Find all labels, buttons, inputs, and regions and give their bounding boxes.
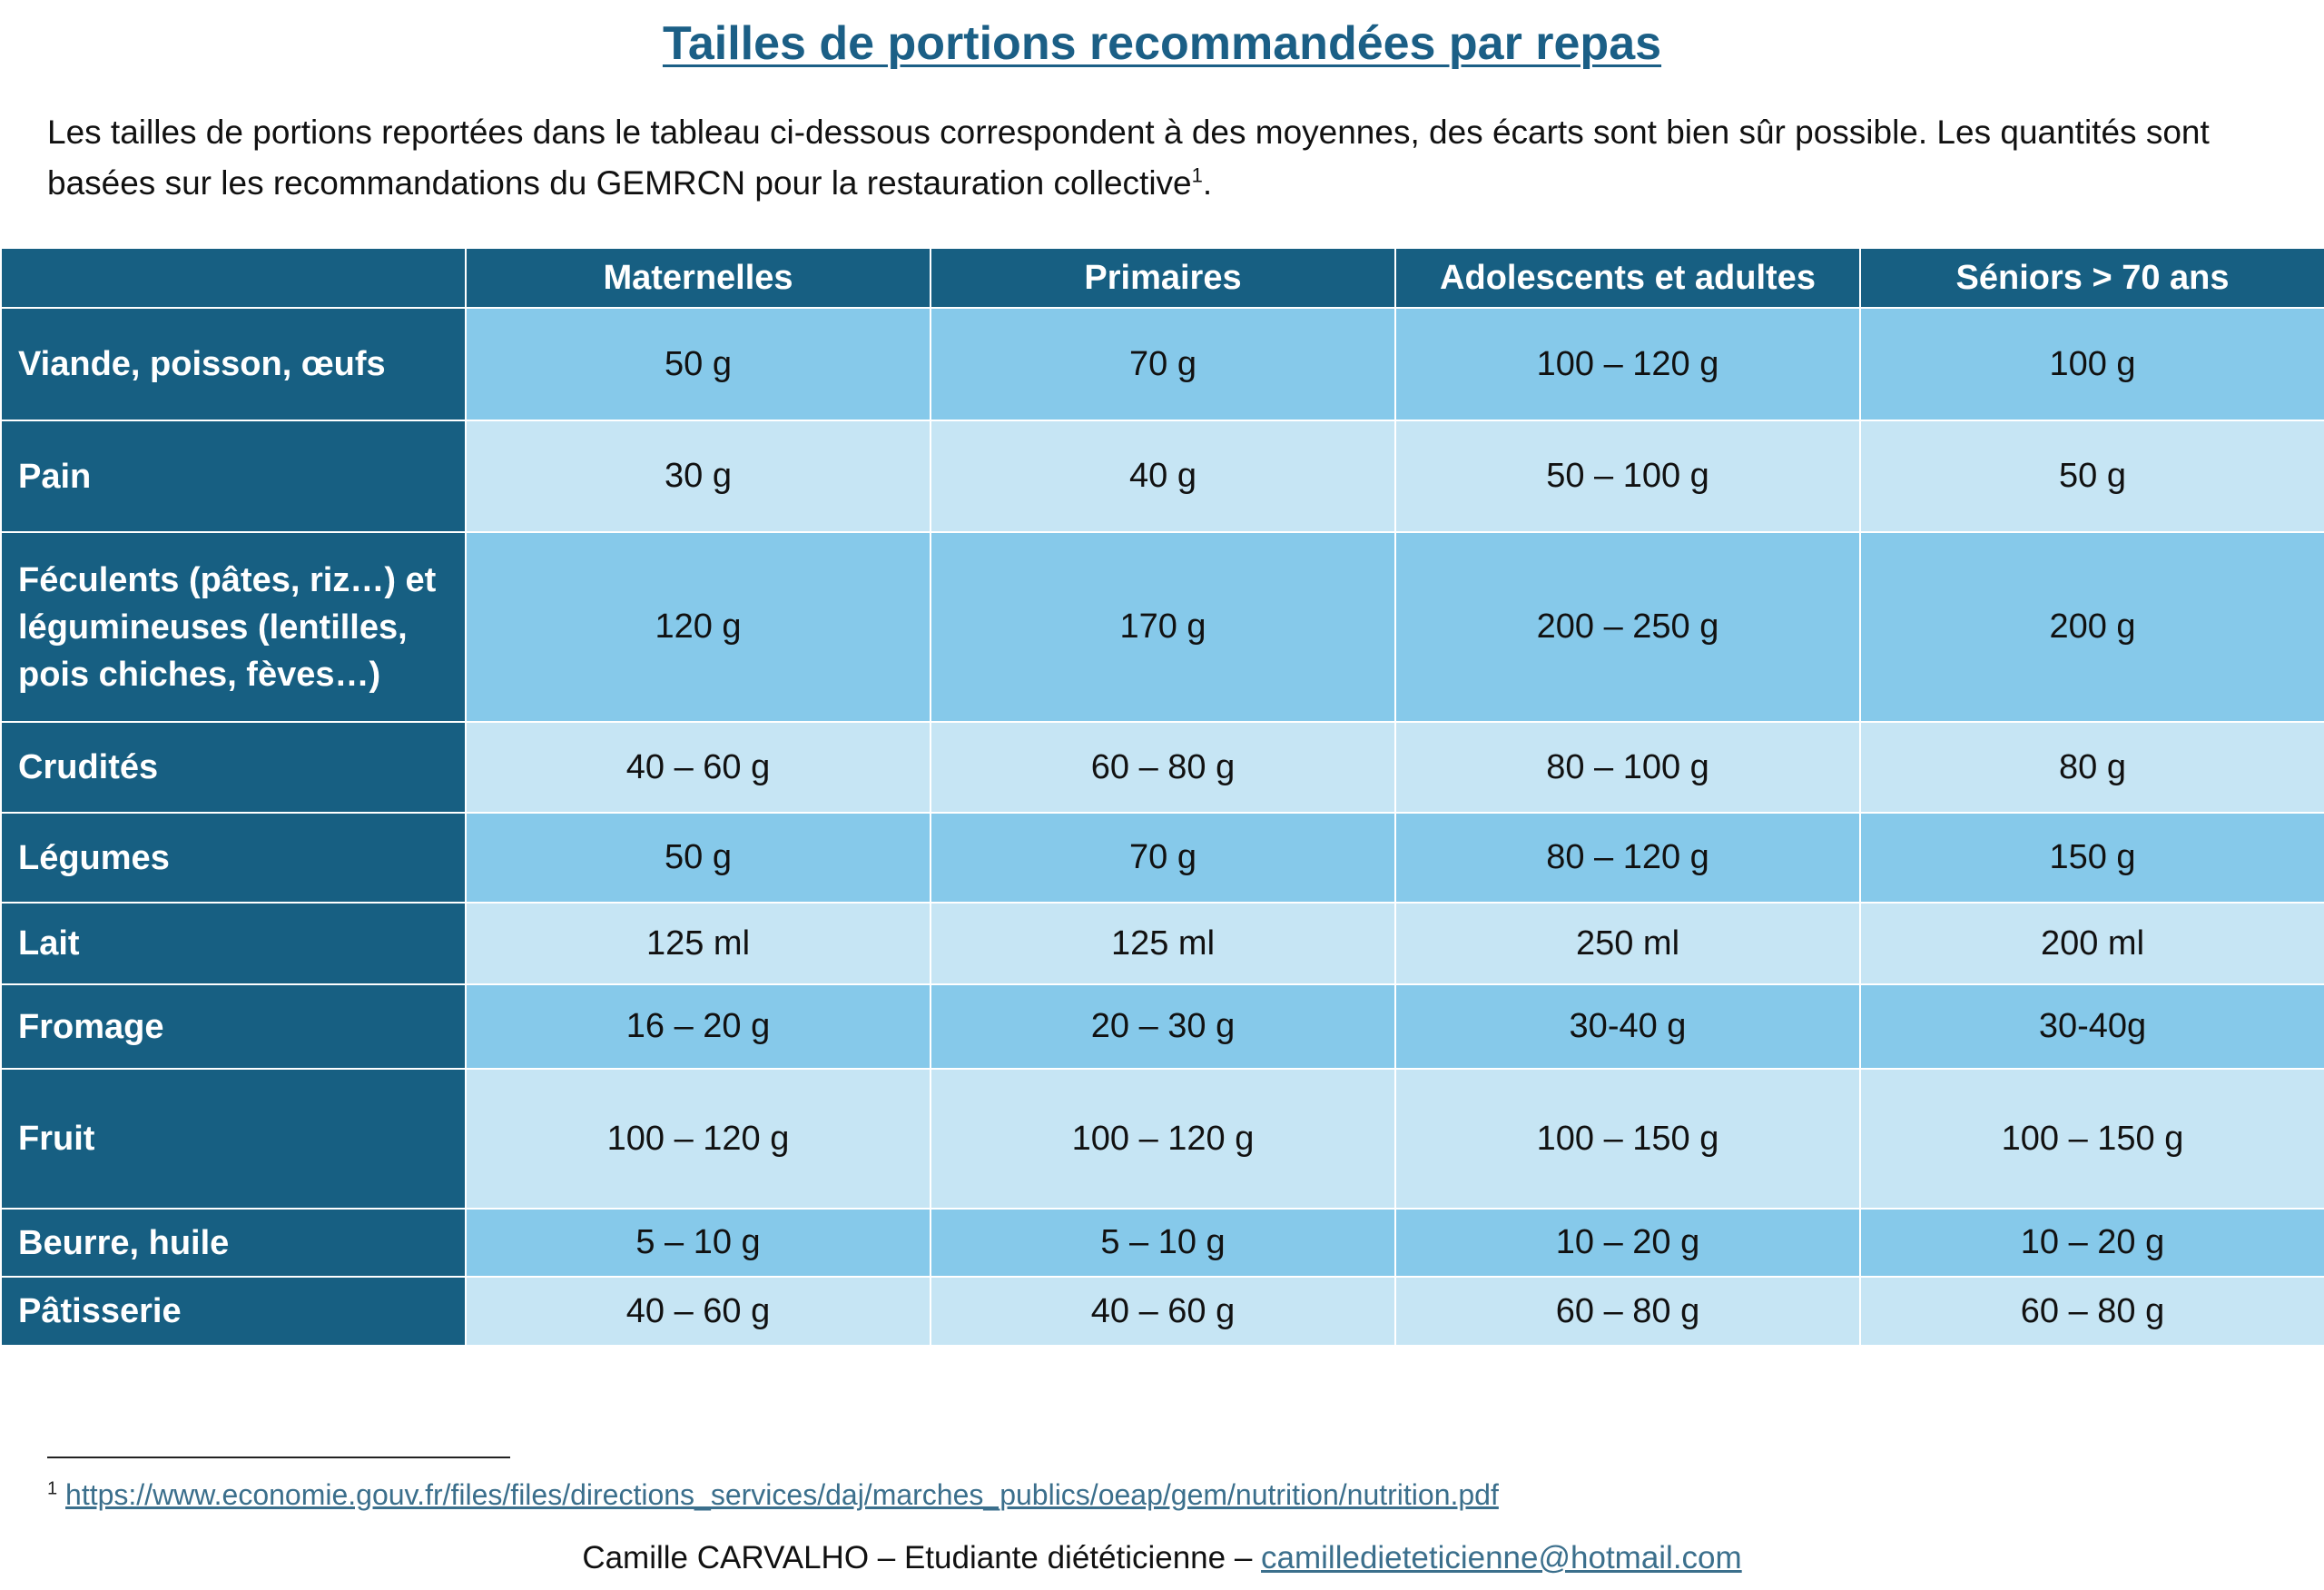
row-label: Crudités <box>0 721 467 814</box>
table-cell: 70 g <box>930 812 1396 904</box>
table-cell: 170 g <box>930 531 1396 723</box>
table-row: Lait 125 ml 125 ml 250 ml 200 ml <box>0 902 2324 985</box>
table-cell: 70 g <box>930 307 1396 421</box>
table-row: Fromage 16 – 20 g 20 – 30 g 30-40 g 30-4… <box>0 983 2324 1070</box>
row-label: Lait <box>0 902 467 985</box>
table-row: Fruit 100 – 120 g 100 – 120 g 100 – 150 … <box>0 1068 2324 1210</box>
table-row: Pain 30 g 40 g 50 – 100 g 50 g <box>0 420 2324 533</box>
table-cell: 30 g <box>465 420 931 533</box>
table-cell: 50 – 100 g <box>1394 420 1861 533</box>
table-cell: 200 ml <box>1859 902 2324 985</box>
table-cell: 100 – 150 g <box>1859 1068 2324 1210</box>
header-maternelles: Maternelles <box>465 247 931 309</box>
table-row: Crudités 40 – 60 g 60 – 80 g 80 – 100 g … <box>0 721 2324 814</box>
row-label: Légumes <box>0 812 467 904</box>
header-empty <box>0 247 467 309</box>
table-cell: 100 – 120 g <box>1394 307 1861 421</box>
row-label: Beurre, huile <box>0 1208 467 1278</box>
table-row: Beurre, huile 5 – 10 g 5 – 10 g 10 – 20 … <box>0 1208 2324 1278</box>
row-label: Pain <box>0 420 467 533</box>
footnote: 1 https://www.economie.gouv.fr/files/fil… <box>47 1478 1499 1512</box>
table-row: Féculents (pâtes, riz…) et légumineuses … <box>0 531 2324 723</box>
row-label: Féculents (pâtes, riz…) et légumineuses … <box>0 531 467 723</box>
table-cell: 200 – 250 g <box>1394 531 1861 723</box>
page-title: Tailles de portions recommandées par rep… <box>662 17 1662 70</box>
portion-table: Maternelles Primaires Adolescents et adu… <box>0 247 2324 1347</box>
author-line: Camille CARVALHO – Etudiante diététicien… <box>0 1540 2324 1576</box>
table-cell: 40 – 60 g <box>465 721 931 814</box>
table-cell: 120 g <box>465 531 931 723</box>
table-cell: 50 g <box>465 307 931 421</box>
author-text: Camille CARVALHO – Etudiante diététicien… <box>582 1540 1262 1575</box>
table-cell: 40 – 60 g <box>465 1276 931 1347</box>
footnote-reference[interactable]: 1 <box>1191 163 1203 187</box>
table-cell: 10 – 20 g <box>1394 1208 1861 1278</box>
table-cell: 100 – 120 g <box>930 1068 1396 1210</box>
footnote-divider <box>47 1457 510 1458</box>
header-adolescents-adultes: Adolescents et adultes <box>1394 247 1861 309</box>
table-row: Légumes 50 g 70 g 80 – 120 g 150 g <box>0 812 2324 904</box>
table-cell: 30-40 g <box>1394 983 1861 1070</box>
header-seniors: Séniors > 70 ans <box>1859 247 2324 309</box>
table-cell: 5 – 10 g <box>465 1208 931 1278</box>
footnote-marker: 1 <box>47 1478 58 1499</box>
table-cell: 250 ml <box>1394 902 1861 985</box>
row-label: Fromage <box>0 983 467 1070</box>
table-cell: 20 – 30 g <box>930 983 1396 1070</box>
table-cell: 60 – 80 g <box>930 721 1396 814</box>
intro-paragraph: Les tailles de portions reportées dans l… <box>47 107 2253 209</box>
table-cell: 50 g <box>465 812 931 904</box>
table-cell: 100 – 150 g <box>1394 1068 1861 1210</box>
table-row: Viande, poisson, œufs 50 g 70 g 100 – 12… <box>0 307 2324 421</box>
table-cell: 200 g <box>1859 531 2324 723</box>
table-cell: 30-40g <box>1859 983 2324 1070</box>
footnote-link[interactable]: https://www.economie.gouv.fr/files/files… <box>65 1478 1499 1511</box>
table-cell: 60 – 80 g <box>1859 1276 2324 1347</box>
table-cell: 40 – 60 g <box>930 1276 1396 1347</box>
table-cell: 80 – 120 g <box>1394 812 1861 904</box>
header-primaires: Primaires <box>930 247 1396 309</box>
table-cell: 100 – 120 g <box>465 1068 931 1210</box>
table-cell: 40 g <box>930 420 1396 533</box>
intro-end: . <box>1202 164 1213 202</box>
table-cell: 10 – 20 g <box>1859 1208 2324 1278</box>
table-cell: 125 ml <box>465 902 931 985</box>
table-cell: 125 ml <box>930 902 1396 985</box>
table-cell: 60 – 80 g <box>1394 1276 1861 1347</box>
table-cell: 5 – 10 g <box>930 1208 1396 1278</box>
table-cell: 16 – 20 g <box>465 983 931 1070</box>
table-row: Pâtisserie 40 – 60 g 40 – 60 g 60 – 80 g… <box>0 1276 2324 1347</box>
row-label: Viande, poisson, œufs <box>0 307 467 421</box>
row-label: Fruit <box>0 1068 467 1210</box>
table-header-row: Maternelles Primaires Adolescents et adu… <box>0 247 2324 309</box>
table-cell: 80 – 100 g <box>1394 721 1861 814</box>
table-cell: 100 g <box>1859 307 2324 421</box>
row-label: Pâtisserie <box>0 1276 467 1347</box>
table-cell: 80 g <box>1859 721 2324 814</box>
intro-text: Les tailles de portions reportées dans l… <box>47 114 2210 202</box>
author-email-link[interactable]: camilledieteticienne@hotmail.com <box>1261 1540 1742 1575</box>
table-cell: 50 g <box>1859 420 2324 533</box>
table-cell: 150 g <box>1859 812 2324 904</box>
